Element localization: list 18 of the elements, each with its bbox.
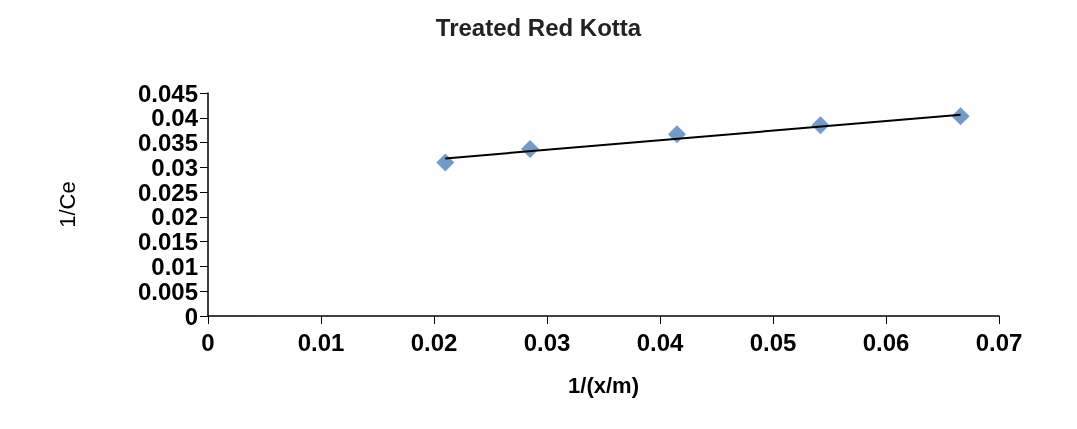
x-tick-label: 0 (201, 328, 215, 356)
y-tick-label: 0.04 (151, 104, 199, 132)
y-tick-label: 0.025 (137, 178, 198, 206)
x-tick-label: 0.05 (749, 328, 797, 356)
y-axis-title: 1/Ce (54, 181, 80, 228)
x-tick-label: 0.03 (523, 328, 571, 356)
y-tick-label: 0 (184, 302, 198, 330)
x-tick-label: 0.01 (297, 328, 345, 356)
point (436, 153, 455, 172)
y-tick-label: 0.02 (151, 203, 198, 231)
x-tick-label: 0.07 (975, 328, 1023, 356)
x-tick-label: 0.06 (862, 328, 910, 356)
x-tick-label: 0.04 (636, 328, 684, 356)
y-tick-label: 0.045 (137, 79, 198, 107)
y-tick-label: 0.005 (137, 277, 198, 305)
x-axis-title: 1/(x/m) (568, 372, 639, 398)
x-tick-label: 0.02 (410, 328, 458, 356)
chart-title: Treated Red Kotta (435, 13, 642, 41)
